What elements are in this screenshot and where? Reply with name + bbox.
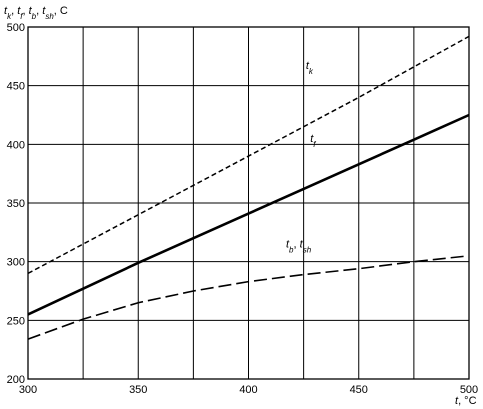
- y-tick-label: 200: [7, 374, 25, 386]
- y-tick-label: 500: [7, 22, 25, 34]
- x-tick-labels: 300 350 400 450 500: [19, 384, 478, 396]
- series-line-tk: [27, 35, 470, 275]
- x-axis-label: t, °C: [455, 395, 477, 407]
- y-tick-label: 450: [7, 81, 25, 93]
- y-tick-labels: 200 250 300 350 400 450 500: [7, 22, 25, 386]
- x-tick-label: 500: [460, 384, 478, 396]
- plot-frame: [27, 26, 470, 380]
- y-tick-label: 250: [7, 315, 25, 327]
- x-tick-label: 450: [350, 384, 368, 396]
- series-label-tf: tf: [310, 133, 316, 149]
- y-axis-label: tk, tf, tb, tsh, C: [4, 5, 68, 21]
- series-line-tb: [27, 255, 470, 340]
- grid-lines: [27, 26, 470, 380]
- y-tick-label: 350: [7, 198, 25, 210]
- series-label-tk: tk: [306, 60, 314, 76]
- series-line-tf: [27, 113, 470, 316]
- series-labels: tk tf tb, tsh: [286, 60, 316, 254]
- y-tick-label: 300: [7, 257, 25, 269]
- x-tick-label: 300: [19, 384, 37, 396]
- x-tick-label: 350: [129, 384, 147, 396]
- series-lines: [27, 35, 470, 340]
- series-label-tb: tb, tsh: [286, 239, 312, 255]
- x-tick-label: 400: [239, 384, 257, 396]
- y-tick-label: 400: [7, 139, 25, 151]
